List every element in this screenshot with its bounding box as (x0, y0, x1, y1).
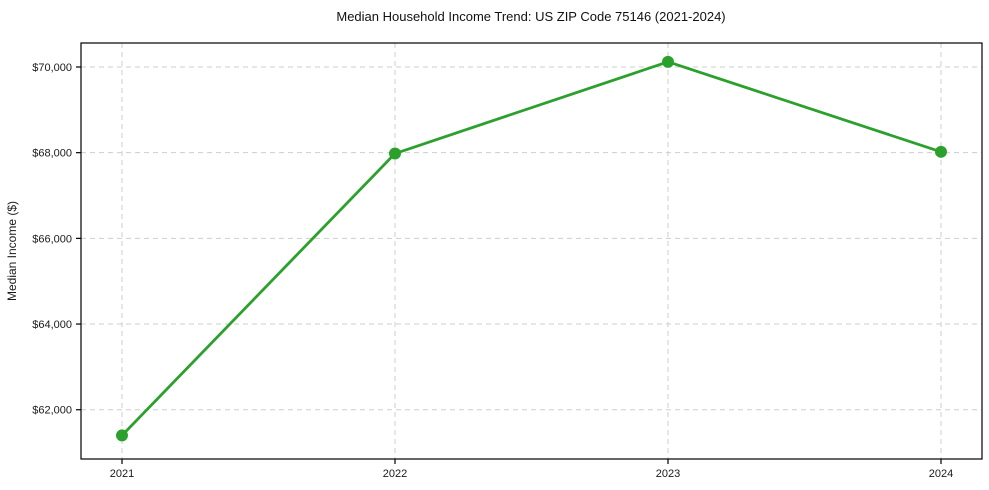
data-point-2024 (935, 145, 947, 158)
y-tick-label: $62,000 (32, 405, 72, 417)
x-tick-label: 2021 (110, 468, 134, 480)
plot-area: $62,000 $64,000 $66,000 $68,000 $70,000 2021 2… (32, 42, 983, 480)
y-tick-label: $68,000 (32, 148, 72, 160)
data-point-2023 (662, 55, 674, 68)
y-axis-title: Median Income ($) (5, 201, 19, 301)
chart-title: Median Household Income Trend: US ZIP Co… (336, 9, 725, 24)
x-tick-label: 2022 (383, 468, 407, 480)
data-point-2022 (389, 147, 401, 160)
data-point-2021 (116, 429, 128, 442)
y-tick-label: $66,000 (32, 233, 72, 245)
x-tick-label: 2023 (656, 468, 680, 480)
axes-box (80, 42, 983, 460)
x-tick-label: 2024 (929, 468, 953, 480)
y-tick-label: $70,000 (32, 62, 72, 74)
series-line (120, 60, 943, 437)
y-tick-label: $64,000 (32, 319, 72, 331)
